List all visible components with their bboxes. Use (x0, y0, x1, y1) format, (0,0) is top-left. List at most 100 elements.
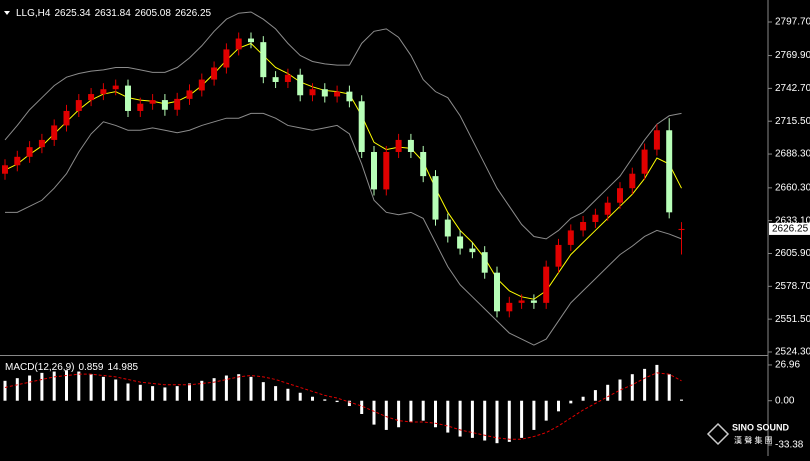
y-tick-label: 2578.70 (775, 281, 810, 292)
macd-bar (52, 371, 56, 401)
macd-bar (237, 374, 241, 401)
macd-header: MACD(12,26,9) 0.859 14.985 (5, 362, 139, 373)
y-tick-label: 26.96 (775, 360, 800, 371)
candle-body (284, 74, 291, 82)
macd-value: 0.859 (78, 362, 103, 373)
macd-bar (101, 376, 105, 401)
macd-bar (163, 387, 167, 401)
logo: SINO SOUND 漢 聲 集 團 (706, 422, 790, 446)
indicator-line (4, 42, 682, 300)
macd-bar (360, 400, 364, 414)
candle-body (383, 151, 390, 190)
candle-body (297, 74, 304, 96)
macd-bar (384, 400, 388, 430)
macd-bar (581, 396, 585, 401)
high-value: 2631.84 (95, 8, 132, 19)
y-tick-label: 2688.30 (775, 149, 810, 160)
candle-body (100, 89, 107, 95)
candle-body (186, 90, 193, 99)
indicator-line (5, 112, 682, 346)
y-tick-label: 2769.90 (775, 50, 810, 61)
macd-bar (593, 390, 597, 401)
candle-body (395, 139, 402, 152)
candle-body (358, 101, 365, 152)
macd-bar (446, 400, 450, 433)
candle-body (506, 302, 513, 312)
macd-bar (507, 400, 511, 442)
macd-bar (274, 386, 278, 401)
macd-bar (557, 400, 560, 412)
candle-body (580, 221, 587, 231)
macd-bar (347, 400, 351, 407)
y-tick-label: 2524.30 (775, 347, 810, 358)
macd-bar (298, 392, 302, 401)
macd-bar (643, 368, 647, 401)
candle-body (420, 151, 427, 177)
candle-body (149, 100, 156, 104)
candle-body (518, 300, 525, 303)
logo-icon (706, 422, 730, 446)
candle-body (137, 103, 144, 111)
candle-body (2, 165, 8, 174)
macd-bar (40, 372, 44, 401)
macd-bar (249, 376, 253, 401)
candle-body (666, 130, 673, 213)
candle-body (592, 214, 599, 222)
signal-value: 14.985 (108, 362, 139, 373)
macd-bar (680, 399, 683, 401)
macd-bar (188, 383, 191, 401)
y-tick-label: 2605.90 (775, 248, 810, 259)
macd-bar (470, 400, 474, 438)
y-tick-label: 2660.30 (775, 182, 810, 193)
price-tag (769, 222, 810, 235)
y-tick-label: 2797.70 (775, 17, 810, 28)
candle-body (223, 49, 230, 68)
macd-bar (114, 379, 118, 401)
macd-bar (323, 399, 327, 401)
macd-bar (15, 378, 19, 401)
macd-bar (3, 380, 7, 401)
y-tick-label: 2633.10 (775, 215, 810, 226)
candle-body (248, 38, 254, 43)
macd-bar (311, 396, 314, 401)
macd-bar (618, 379, 622, 401)
candle-body (371, 151, 377, 190)
candle-body (555, 244, 562, 267)
candle-body (641, 149, 648, 174)
candle-body (567, 230, 574, 245)
macd-bar (175, 386, 179, 401)
candle-body (494, 272, 500, 312)
candle-body (235, 38, 242, 50)
candle-body (617, 188, 623, 203)
candle-body (334, 91, 341, 97)
macd-bar (483, 400, 487, 441)
macd-bar (126, 383, 130, 401)
candle-body (63, 110, 70, 126)
macd-bar (532, 400, 536, 430)
macd-bar (458, 400, 462, 437)
candle-body (75, 100, 82, 111)
macd-bar (409, 400, 413, 422)
candle-body (407, 139, 414, 152)
macd-bar (77, 371, 81, 401)
low-value: 2605.08 (135, 8, 172, 19)
macd-bar (224, 375, 228, 401)
price-tag-label: 2626.25 (772, 224, 809, 235)
candle-body (51, 125, 58, 140)
macd-bar (630, 374, 634, 401)
macd-bar (261, 382, 265, 401)
macd-bar (65, 370, 68, 401)
macd-label: MACD(12,26,9) (5, 362, 74, 373)
price-header: LLG,H4 2625.34 2631.84 2605.08 2626.25 (16, 8, 212, 19)
close-value: 2626.25 (175, 8, 212, 19)
candle-body (444, 219, 451, 237)
macd-bar (569, 400, 573, 404)
candle-body (629, 173, 636, 189)
macd-bar (335, 400, 339, 403)
candle-body (272, 77, 279, 82)
symbol: LLG,H4 (16, 8, 51, 19)
macd-bar (495, 400, 499, 444)
